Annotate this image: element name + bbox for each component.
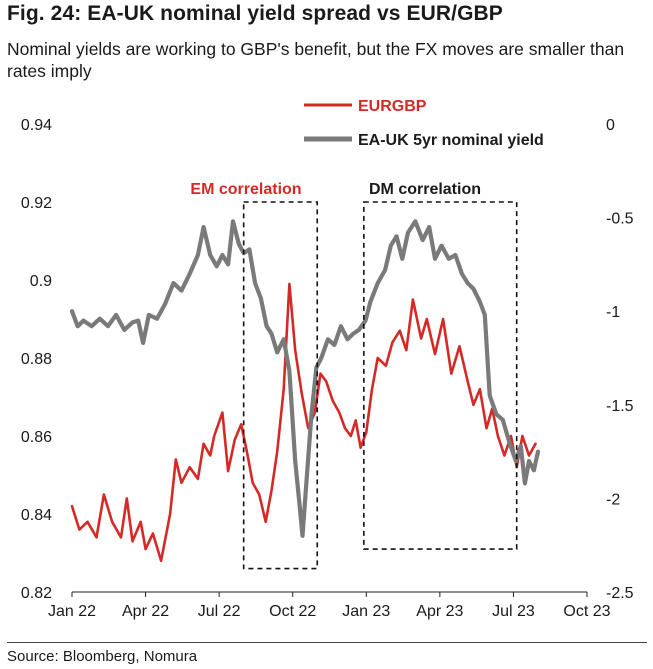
y-left-tick-label: 0.84 — [21, 507, 52, 524]
y-left-tick-label: 0.86 — [21, 429, 52, 446]
y-left-tick-label: 0.94 — [21, 117, 52, 134]
annotation-label: DM correlation — [369, 181, 481, 198]
x-tick-label: Jan 23 — [342, 603, 390, 620]
annotations: EURGBP EA-UK 5yr nominal yield EM correlat… — [190, 98, 544, 570]
annotation-box — [242, 201, 319, 570]
x-tick-label: Apr 23 — [416, 603, 463, 620]
annotation-label: EM correlation — [190, 181, 301, 198]
y-right-tick-label: -0.5 — [606, 211, 634, 228]
legend-label: EA-UK 5yr nominal yield — [358, 132, 544, 149]
annotation-box — [363, 201, 518, 550]
y-left-tick-label: 0.92 — [21, 195, 52, 212]
chart-subtitle: Nominal yields are working to GBP's bene… — [7, 39, 625, 81]
y-right-tick-label: 0 — [606, 117, 615, 134]
line-chart: 0.82 0.84 0.86 0.88 0.9 0.92 0.94 -2.5 -2 -1.5 -1 -… — [21, 98, 634, 620]
series-line-ea-uk-spread — [69, 219, 541, 538]
x-tick-label: Jul 22 — [198, 603, 241, 620]
y-left-tick-label: 0.88 — [21, 351, 52, 368]
x-tick-label: Jul 23 — [492, 603, 535, 620]
chart-title: Fig. 24: EA-UK nominal yield spread vs E… — [7, 2, 503, 25]
source-divider — [7, 642, 647, 643]
axes: 0.82 0.84 0.86 0.88 0.9 0.92 0.94 -2.5 -2 -1.5 -1 -… — [21, 117, 634, 620]
y-right-tick-label: -2.5 — [606, 585, 634, 602]
x-tick-label: Jan 22 — [48, 603, 96, 620]
y-left-tick-label: 0.9 — [30, 273, 52, 290]
y-right-tick-label: -1 — [606, 304, 620, 321]
series-line-eurgbp — [70, 282, 537, 563]
y-right-tick-label: -1.5 — [606, 398, 634, 415]
x-tick-label: Oct 23 — [563, 603, 610, 620]
series-lines — [69, 219, 541, 563]
legend-label: EURGBP — [358, 98, 427, 115]
y-left-tick-label: 0.82 — [21, 585, 52, 602]
x-tick-label: Apr 22 — [122, 603, 169, 620]
y-right-tick-label: -2 — [606, 491, 620, 508]
x-tick-label: Oct 22 — [269, 603, 316, 620]
source-note: Source: Bloomberg, Nomura — [7, 648, 198, 665]
